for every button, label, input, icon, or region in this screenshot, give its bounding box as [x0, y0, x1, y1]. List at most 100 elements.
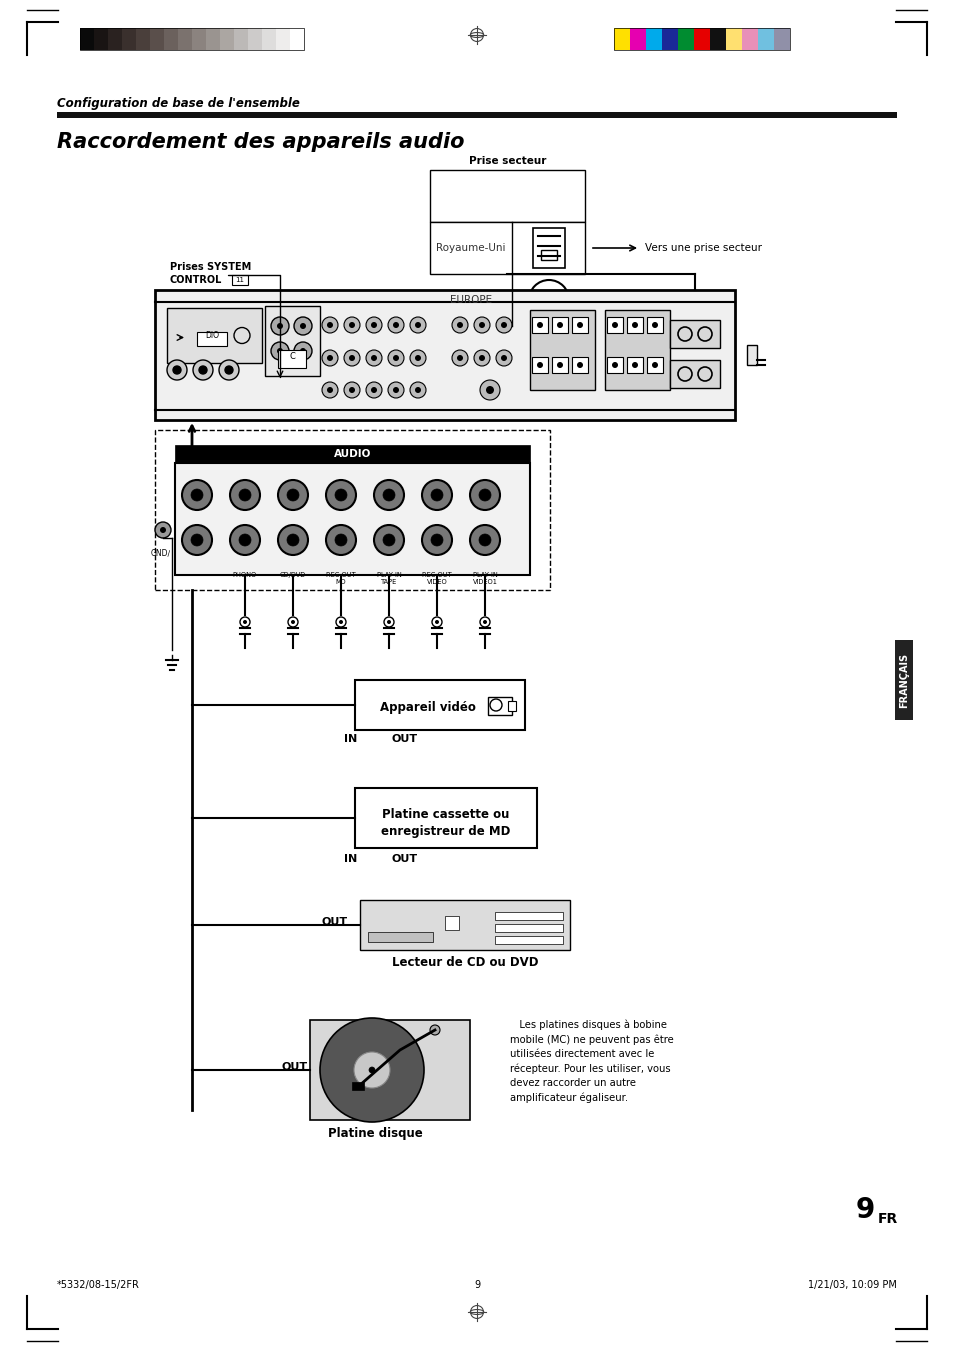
Text: OUT: OUT	[282, 1062, 308, 1071]
Bar	[196, 331, 227, 346]
Bar	[136, 28, 150, 50]
Bar	[57, 112, 896, 118]
Circle shape	[349, 355, 355, 361]
Text: REC OUT
VIDEO: REC OUT VIDEO	[421, 571, 452, 585]
Circle shape	[271, 342, 289, 359]
Circle shape	[452, 350, 468, 366]
Text: Vers une prise secteur: Vers une prise secteur	[644, 243, 761, 253]
Circle shape	[172, 366, 181, 374]
Circle shape	[612, 322, 618, 328]
Circle shape	[193, 359, 213, 380]
Bar	[206, 28, 220, 50]
Circle shape	[557, 362, 562, 367]
Circle shape	[287, 489, 298, 501]
Text: PLAY IN
VIDEO1: PLAY IN VIDEO1	[472, 571, 497, 585]
Circle shape	[344, 350, 359, 366]
Text: GND∕: GND∕	[151, 549, 171, 557]
Bar	[359, 900, 569, 950]
Text: PHONO: PHONO	[233, 571, 257, 578]
Circle shape	[452, 317, 468, 332]
Circle shape	[230, 480, 260, 509]
Bar	[894, 640, 912, 720]
Bar	[661, 28, 678, 50]
Circle shape	[277, 526, 308, 555]
Bar	[572, 317, 587, 332]
Bar	[108, 28, 122, 50]
Bar	[626, 357, 642, 373]
Bar	[646, 317, 662, 332]
Circle shape	[191, 489, 203, 501]
Circle shape	[479, 617, 490, 627]
Circle shape	[287, 534, 298, 546]
Circle shape	[415, 386, 420, 393]
Bar	[355, 680, 524, 730]
Text: FR: FR	[877, 1212, 898, 1225]
Text: Lecteur de CD ou DVD: Lecteur de CD ou DVD	[392, 957, 537, 969]
Text: OUT: OUT	[392, 854, 417, 865]
Bar	[232, 276, 248, 285]
Circle shape	[239, 489, 251, 501]
Circle shape	[335, 489, 347, 501]
Circle shape	[369, 1067, 375, 1073]
Circle shape	[382, 534, 395, 546]
Bar	[552, 357, 567, 373]
Bar	[746, 345, 757, 365]
Circle shape	[199, 366, 207, 374]
Bar	[80, 28, 304, 50]
Circle shape	[384, 617, 394, 627]
Circle shape	[393, 355, 398, 361]
Bar	[277, 350, 306, 367]
Circle shape	[479, 380, 499, 400]
Text: Platine cassette ou
enregistreur de MD: Platine cassette ou enregistreur de MD	[381, 808, 510, 839]
Bar	[532, 357, 547, 373]
Circle shape	[291, 620, 294, 624]
Circle shape	[288, 617, 297, 627]
Bar	[164, 28, 178, 50]
Circle shape	[557, 322, 562, 328]
Text: OUT: OUT	[392, 734, 417, 744]
Circle shape	[243, 620, 247, 624]
Bar	[495, 912, 562, 920]
Bar	[645, 28, 661, 50]
Circle shape	[344, 382, 359, 399]
Bar	[262, 28, 275, 50]
Bar	[669, 359, 720, 388]
Circle shape	[478, 489, 491, 501]
Circle shape	[354, 1052, 390, 1088]
Circle shape	[366, 350, 381, 366]
Circle shape	[327, 355, 333, 361]
Circle shape	[326, 480, 355, 509]
Circle shape	[374, 480, 403, 509]
Text: 9: 9	[474, 1279, 479, 1290]
Circle shape	[577, 322, 582, 328]
Bar	[552, 317, 567, 332]
Circle shape	[371, 322, 376, 328]
Bar	[430, 170, 584, 222]
Bar	[368, 932, 433, 942]
Circle shape	[276, 323, 283, 330]
Circle shape	[271, 317, 289, 335]
Bar	[174, 463, 530, 576]
Text: Les platines disques à bobine
mobile (MC) ne peuvent pas être
utilisées directem: Les platines disques à bobine mobile (MC…	[510, 1020, 673, 1102]
Circle shape	[410, 382, 426, 399]
Circle shape	[500, 355, 506, 361]
Bar	[220, 28, 233, 50]
Circle shape	[651, 362, 658, 367]
Text: FRANÇAIS: FRANÇAIS	[898, 653, 908, 708]
Text: EUROPE: EUROPE	[450, 295, 492, 305]
Circle shape	[225, 366, 233, 374]
Text: CD/DVD: CD/DVD	[279, 571, 306, 578]
Bar	[626, 317, 642, 332]
Bar	[174, 444, 530, 463]
Bar	[310, 1020, 470, 1120]
Circle shape	[294, 317, 312, 335]
Bar	[629, 28, 645, 50]
Circle shape	[240, 617, 250, 627]
Text: AUDIO: AUDIO	[334, 449, 371, 459]
Circle shape	[393, 386, 398, 393]
Circle shape	[410, 317, 426, 332]
Circle shape	[421, 526, 452, 555]
Circle shape	[349, 322, 355, 328]
Circle shape	[415, 355, 420, 361]
Bar	[192, 28, 206, 50]
